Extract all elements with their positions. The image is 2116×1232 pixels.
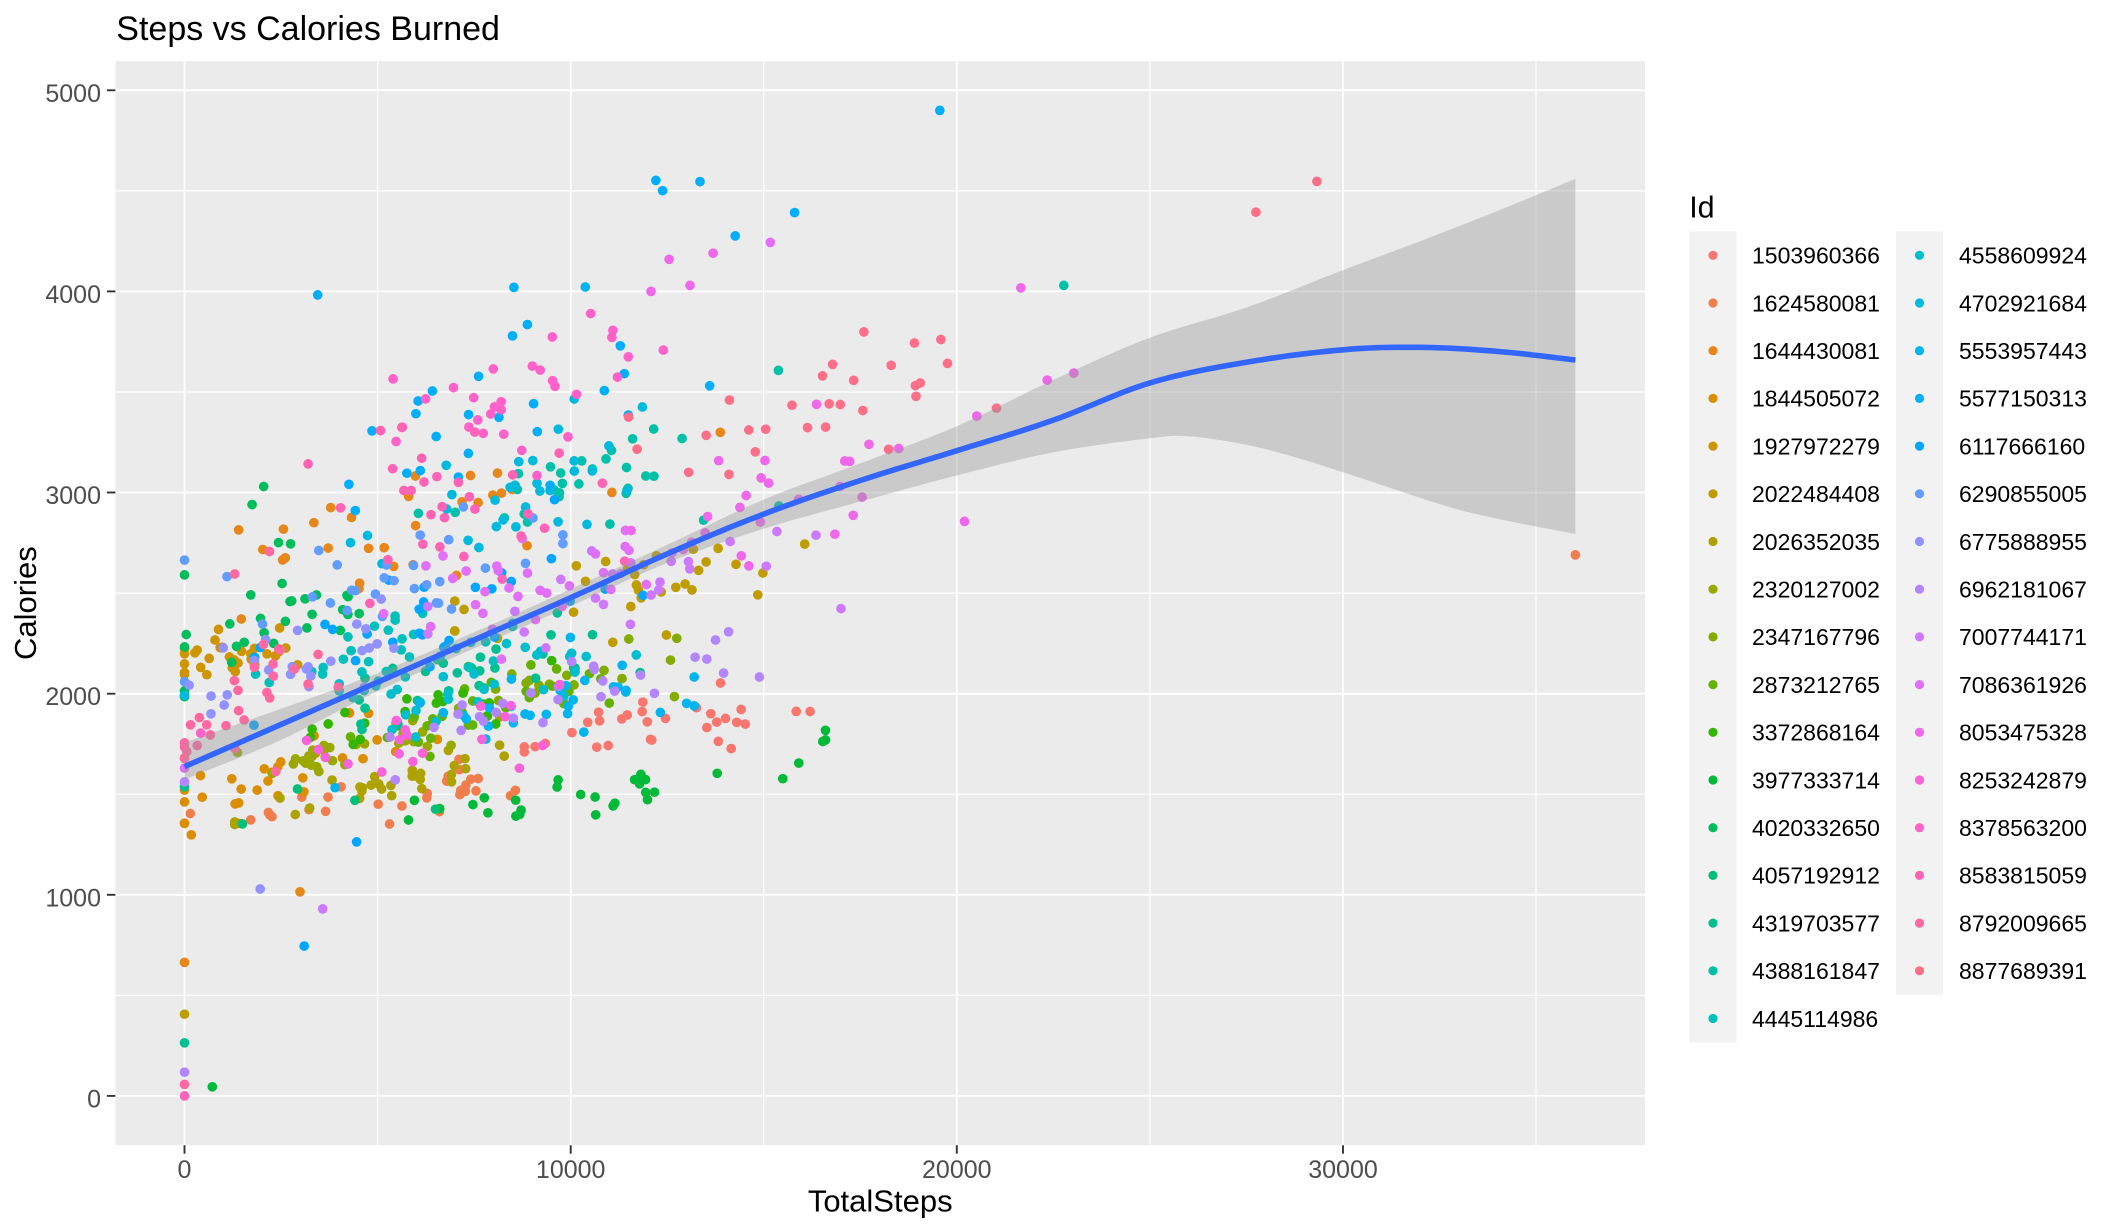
svg-text:1000: 1000: [45, 884, 101, 912]
svg-text:8253242879: 8253242879: [1959, 767, 2087, 793]
svg-text:2022484408: 2022484408: [1752, 481, 1880, 507]
svg-text:TotalSteps: TotalSteps: [808, 1184, 953, 1219]
svg-text:8792009665: 8792009665: [1959, 910, 2087, 936]
svg-text:3000: 3000: [45, 482, 101, 510]
svg-text:2320127002: 2320127002: [1752, 577, 1880, 603]
svg-text:4319703577: 4319703577: [1752, 910, 1880, 936]
svg-text:8877689391: 8877689391: [1959, 958, 2087, 984]
svg-text:2000: 2000: [45, 683, 101, 711]
svg-text:6117666160: 6117666160: [1959, 433, 2085, 459]
svg-text:6962181067: 6962181067: [1959, 577, 2087, 603]
svg-text:3372868164: 3372868164: [1752, 720, 1880, 746]
svg-text:1624580081: 1624580081: [1752, 290, 1880, 316]
svg-text:5000: 5000: [45, 80, 101, 108]
svg-text:8053475328: 8053475328: [1959, 720, 2087, 746]
svg-text:4000: 4000: [45, 281, 101, 309]
svg-text:4057192912: 4057192912: [1752, 863, 1880, 889]
svg-text:2026352035: 2026352035: [1752, 529, 1880, 555]
svg-text:1927972279: 1927972279: [1752, 433, 1880, 459]
svg-text:4388161847: 4388161847: [1752, 958, 1880, 984]
svg-text:10000: 10000: [536, 1156, 606, 1184]
svg-text:6290855005: 6290855005: [1959, 481, 2087, 507]
svg-text:Calories: Calories: [8, 546, 43, 660]
svg-text:Id: Id: [1689, 190, 1714, 224]
svg-text:3977333714: 3977333714: [1752, 767, 1880, 793]
svg-text:30000: 30000: [1308, 1156, 1378, 1184]
svg-text:Steps vs Calories Burned: Steps vs Calories Burned: [116, 10, 500, 48]
svg-text:0: 0: [178, 1156, 192, 1184]
svg-text:8583815059: 8583815059: [1959, 863, 2087, 889]
svg-text:20000: 20000: [922, 1156, 992, 1184]
svg-text:1844505072: 1844505072: [1752, 386, 1880, 412]
svg-text:4702921684: 4702921684: [1959, 290, 2087, 316]
svg-text:2347167796: 2347167796: [1752, 624, 1880, 650]
svg-text:7007744171: 7007744171: [1959, 624, 2087, 650]
svg-text:6775888955: 6775888955: [1959, 529, 2087, 555]
svg-text:2873212765: 2873212765: [1752, 672, 1880, 698]
svg-text:4445114986: 4445114986: [1752, 1006, 1878, 1032]
svg-text:1644430081: 1644430081: [1752, 338, 1880, 364]
svg-text:4558609924: 4558609924: [1959, 243, 2087, 269]
svg-text:1503960366: 1503960366: [1752, 243, 1880, 269]
svg-text:5553957443: 5553957443: [1959, 338, 2087, 364]
svg-text:0: 0: [87, 1085, 101, 1113]
svg-text:5577150313: 5577150313: [1959, 386, 2087, 412]
svg-text:8378563200: 8378563200: [1959, 815, 2087, 841]
svg-text:4020332650: 4020332650: [1752, 815, 1880, 841]
svg-text:7086361926: 7086361926: [1959, 672, 2087, 698]
